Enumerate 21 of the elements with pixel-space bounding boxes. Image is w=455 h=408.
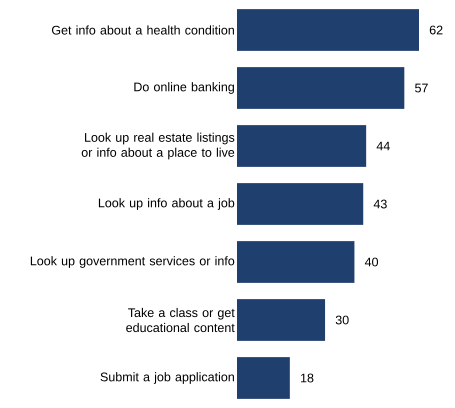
bar: [237, 9, 419, 51]
y-tick-label: Take a class or get educational content: [126, 308, 235, 332]
y-tick-label: Look up info about a job: [98, 198, 234, 210]
y-tick-label: Look up government services or info: [30, 256, 234, 268]
y-tick-label: Look up real estate listings or info about a place to live: [82, 132, 234, 160]
bar: [237, 357, 290, 399]
data-label: 43: [374, 200, 387, 208]
y-tick-label: Do online banking: [134, 82, 234, 94]
data-label: 30: [336, 316, 349, 324]
bar: [237, 241, 354, 283]
bar: [237, 125, 366, 167]
data-label: 44: [376, 142, 390, 150]
y-tick-label: Submit a job application: [100, 372, 234, 384]
bar: [237, 183, 364, 225]
data-label: 62: [430, 26, 442, 34]
y-tick-label: Get info about a health condition: [52, 25, 234, 35]
bar: [237, 299, 326, 341]
data-label: 18: [300, 374, 314, 382]
data-label: 57: [415, 84, 428, 92]
data-label: 40: [364, 258, 378, 266]
bar: [237, 67, 404, 109]
